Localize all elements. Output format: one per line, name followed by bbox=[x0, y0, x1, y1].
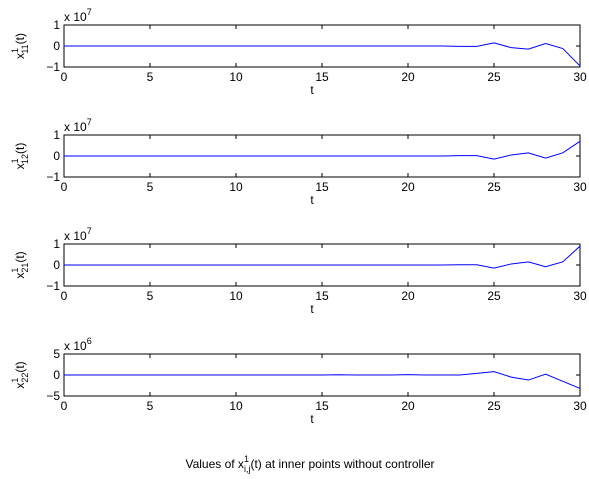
x-axis-label: t bbox=[310, 412, 314, 426]
y-tick-label: −1 bbox=[46, 279, 60, 293]
x-tick-label: 25 bbox=[487, 399, 501, 413]
y-axis-label: x121(t) bbox=[10, 251, 30, 278]
x-tick-label: 5 bbox=[147, 399, 154, 413]
series-line-1 bbox=[64, 245, 581, 269]
x-tick-label: 25 bbox=[487, 289, 501, 303]
x-tick-label: 25 bbox=[487, 180, 501, 194]
x-tick-label: 0 bbox=[61, 399, 68, 413]
y-tick-label: 0 bbox=[53, 258, 60, 272]
x-tick-label: 0 bbox=[61, 180, 68, 194]
y-axis-label: x112(t) bbox=[10, 143, 30, 170]
x-tick-label: 10 bbox=[229, 70, 243, 84]
x-tick-label: 5 bbox=[147, 180, 154, 194]
x-tick-label: 30 bbox=[573, 70, 587, 84]
x-tick-label: 25 bbox=[487, 70, 501, 84]
x-tick-label: 10 bbox=[229, 180, 243, 194]
axis-multiplier: x 107 bbox=[64, 7, 92, 24]
y-tick-label: −1 bbox=[46, 170, 60, 184]
x-tick-label: 20 bbox=[401, 70, 415, 84]
axis-multiplier: x 107 bbox=[64, 226, 92, 243]
x-axis-label: t bbox=[310, 83, 314, 97]
x-tick-label: 20 bbox=[401, 399, 415, 413]
y-tick-label: 5 bbox=[53, 347, 60, 361]
axis-multiplier: x 107 bbox=[64, 117, 92, 134]
x-tick-label: 15 bbox=[315, 70, 329, 84]
y-tick-label: −1 bbox=[46, 60, 60, 74]
x-tick-label: 15 bbox=[315, 180, 329, 194]
axis-multiplier: x 106 bbox=[64, 336, 92, 353]
y-tick-label: 1 bbox=[53, 18, 60, 32]
y-axis-label: x122(t) bbox=[10, 361, 30, 388]
x-tick-label: 20 bbox=[401, 180, 415, 194]
x-tick-label: 10 bbox=[229, 289, 243, 303]
x-axis-label: t bbox=[310, 193, 314, 207]
x-tick-label: 30 bbox=[573, 289, 587, 303]
y-tick-label: 1 bbox=[53, 128, 60, 142]
y-axis-label: x111(t) bbox=[10, 33, 30, 59]
y-tick-label: 0 bbox=[53, 368, 60, 382]
figure-caption: Values of x1 i,j(t) at inner points witho… bbox=[185, 454, 434, 474]
y-tick-label: 1 bbox=[53, 237, 60, 251]
y-tick-label: 0 bbox=[53, 149, 60, 163]
x-axis-label: t bbox=[310, 302, 314, 316]
x-tick-label: 0 bbox=[61, 289, 68, 303]
x-tick-label: 5 bbox=[147, 289, 154, 303]
y-tick-label: −5 bbox=[46, 389, 60, 403]
x-tick-label: 15 bbox=[315, 399, 329, 413]
x-tick-label: 30 bbox=[573, 399, 587, 413]
x-tick-label: 30 bbox=[573, 180, 587, 194]
series-line-1 bbox=[64, 371, 581, 389]
series-line-1 bbox=[64, 42, 581, 67]
x-tick-label: 5 bbox=[147, 70, 154, 84]
series-line-1 bbox=[64, 140, 581, 160]
x-tick-label: 0 bbox=[61, 70, 68, 84]
x-tick-label: 10 bbox=[229, 399, 243, 413]
x-tick-label: 20 bbox=[401, 289, 415, 303]
x-tick-label: 15 bbox=[315, 289, 329, 303]
y-tick-label: 0 bbox=[53, 39, 60, 53]
